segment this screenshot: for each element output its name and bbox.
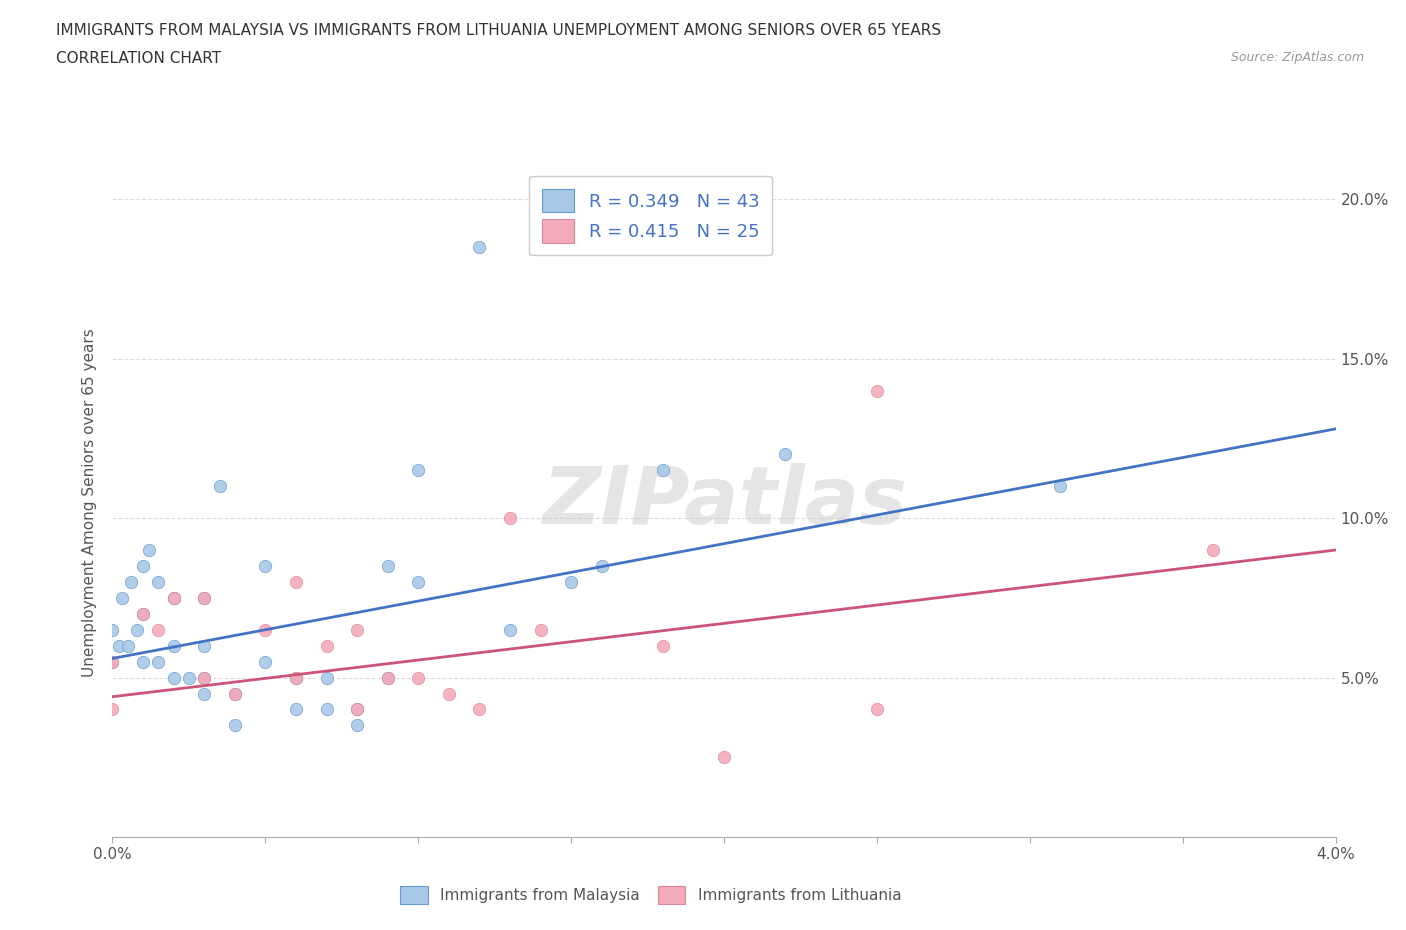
Point [193,591,215,605]
Y-axis label: Unemployment Among Seniors over 65 years: Unemployment Among Seniors over 65 years [82,328,97,677]
Point [408,575,430,590]
Text: CORRELATION CHART: CORRELATION CHART [56,51,221,66]
Point [163,638,186,653]
Point [254,622,277,637]
Point [1049,479,1071,494]
Point [284,575,308,590]
Legend: Immigrants from Malaysia, Immigrants from Lithuania: Immigrants from Malaysia, Immigrants fro… [394,880,907,910]
Point [132,559,155,574]
Point [437,686,460,701]
Text: Source: ZipAtlas.com: Source: ZipAtlas.com [1230,51,1364,64]
Point [193,591,215,605]
Point [315,702,337,717]
Point [560,575,582,590]
Point [177,671,200,685]
Point [132,654,155,669]
Point [408,671,430,685]
Point [224,686,246,701]
Point [652,463,675,478]
Point [101,654,124,669]
Point [120,575,142,590]
Point [254,654,277,669]
Point [163,671,186,685]
Point [377,671,399,685]
Point [148,622,170,637]
Point [315,638,337,653]
Text: ZIPatlas: ZIPatlas [541,463,907,541]
Point [101,654,124,669]
Point [408,463,430,478]
Point [193,671,215,685]
Point [193,638,215,653]
Point [117,638,139,653]
Point [148,575,170,590]
Point [866,383,889,398]
Point [346,718,368,733]
Text: IMMIGRANTS FROM MALAYSIA VS IMMIGRANTS FROM LITHUANIA UNEMPLOYMENT AMONG SENIORS: IMMIGRANTS FROM MALAYSIA VS IMMIGRANTS F… [56,23,942,38]
Point [163,591,186,605]
Point [468,702,491,717]
Point [148,654,170,669]
Point [284,671,308,685]
Point [193,686,215,701]
Point [1202,542,1225,557]
Point [346,702,368,717]
Point [132,606,155,621]
Point [377,671,399,685]
Point [713,750,735,764]
Point [101,622,124,637]
Point [254,559,277,574]
Point [652,638,675,653]
Point [468,240,491,255]
Point [107,638,129,653]
Point [284,702,308,717]
Point [499,511,522,525]
Point [111,591,134,605]
Point [529,622,551,637]
Point [132,606,155,621]
Point [377,559,399,574]
Point [346,702,368,717]
Point [346,622,368,637]
Point [163,591,186,605]
Point [591,559,613,574]
Point [499,622,522,637]
Point [125,622,148,637]
Point [773,447,796,462]
Point [138,542,160,557]
Point [101,702,124,717]
Point [224,686,246,701]
Point [224,718,246,733]
Point [315,671,337,685]
Point [208,479,231,494]
Point [284,671,308,685]
Point [866,702,889,717]
Point [193,671,215,685]
